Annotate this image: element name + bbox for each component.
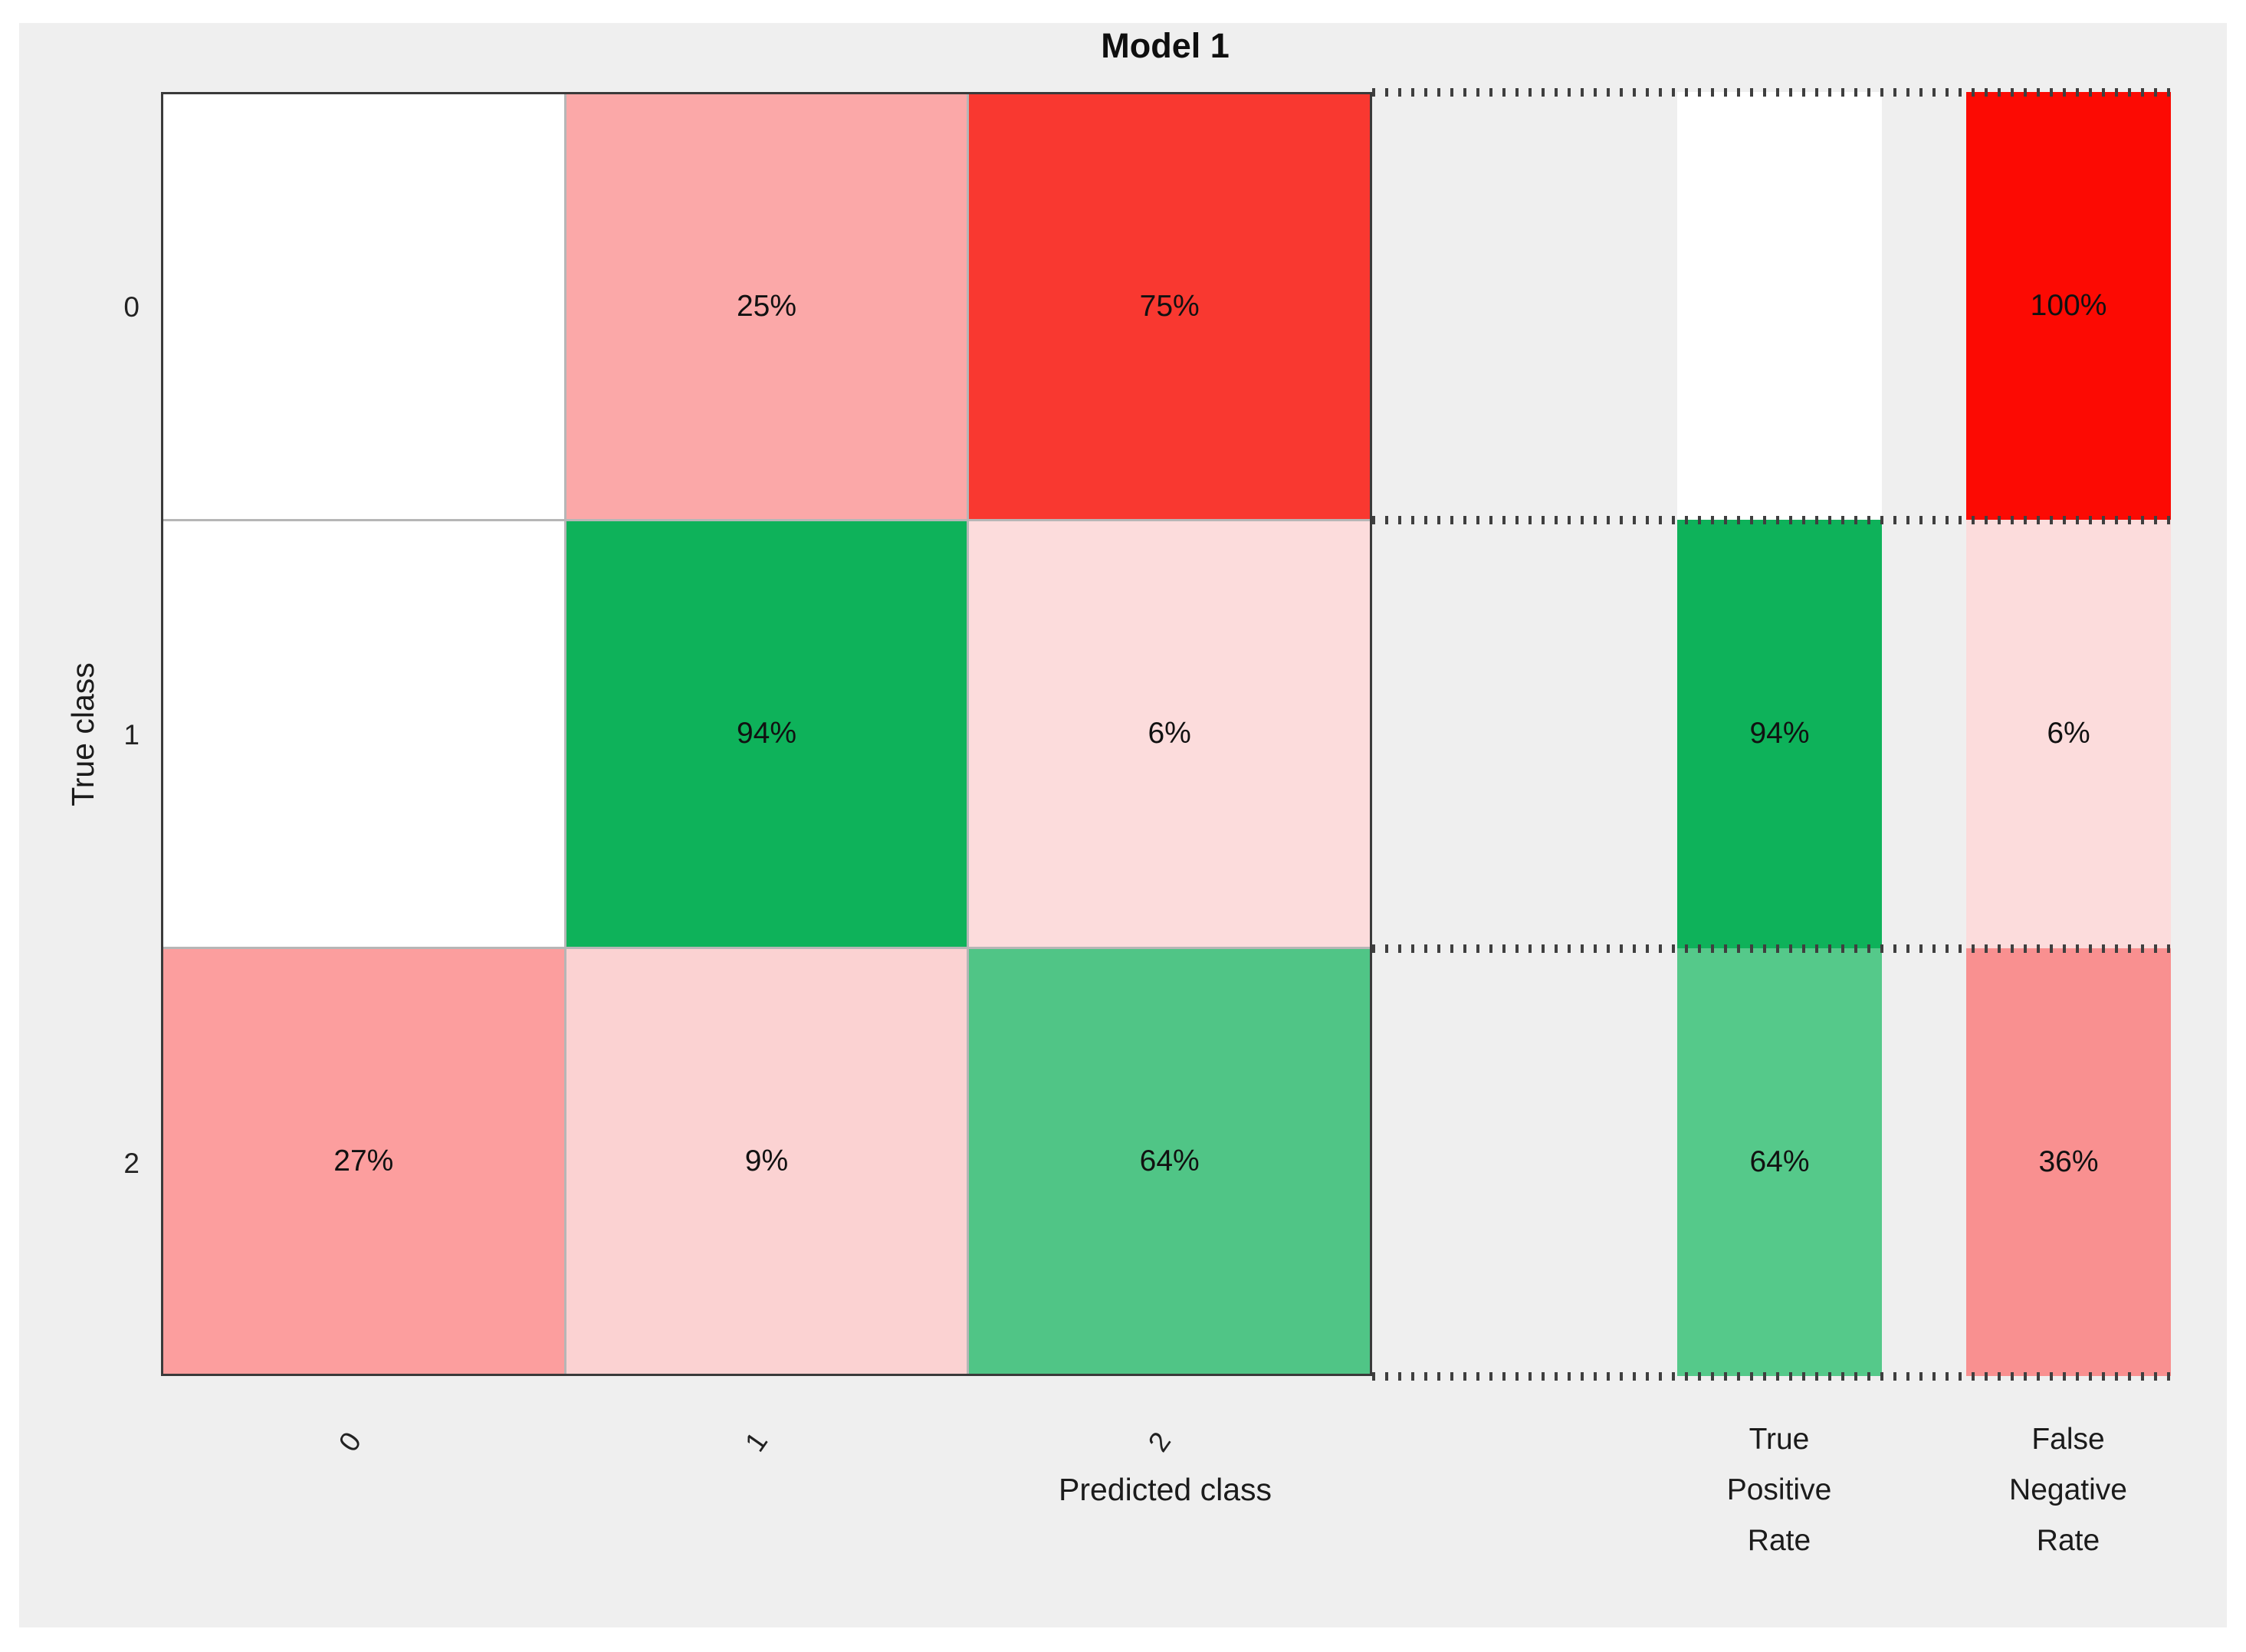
tpr-cell-r1: 94% [1677, 520, 1882, 948]
fnr-label-line-2: Negative [2009, 1473, 2127, 1506]
matrix-cell-r1c2: 6% [969, 521, 1370, 947]
row-boundary-dotted-line-bottom [1372, 1372, 2173, 1381]
true-positive-rate-label: True Positive Rate [1588, 1414, 1971, 1566]
fnr-cell-r1: 6% [1966, 520, 2171, 948]
matrix-cell-r1c0 [163, 521, 564, 947]
x-axis-label: Predicted class [1058, 1472, 1272, 1507]
matrix-cell-r2c1: 9% [566, 948, 967, 1374]
row-boundary-dotted-line-2 [1372, 944, 2173, 953]
matrix-cell-r0c2: 75% [969, 94, 1370, 520]
fnr-cell-r2: 36% [1966, 948, 2171, 1376]
tpr-label-line-2: Positive [1726, 1473, 1832, 1506]
false-negative-rate-column: 100% 6% 36% [1966, 92, 2171, 1376]
matrix-cell-r2c2: 64% [969, 948, 1370, 1374]
row-boundary-dotted-line-top [1372, 88, 2173, 97]
matrix-cell-r2c0: 27% [163, 948, 564, 1374]
y-tick-label-0: 0 [123, 291, 140, 323]
matrix-cell-r1c1: 94% [566, 521, 967, 947]
tpr-cell-r2: 64% [1677, 948, 1882, 1376]
tpr-label-line-3: Rate [1747, 1524, 1811, 1557]
matrix-cell-r0c1: 25% [566, 94, 967, 520]
fnr-label-line-3: Rate [2036, 1524, 2100, 1557]
confusion-matrix: 25% 75% 94% 6% 27% 9% 64% [161, 92, 1372, 1376]
fnr-cell-r0: 100% [1966, 92, 2171, 521]
y-tick-label-1: 1 [123, 719, 140, 750]
true-positive-rate-column: 94% 64% [1677, 92, 1882, 1376]
false-negative-rate-label: False Negative Rate [1877, 1414, 2246, 1566]
matrix-cell-r0c0 [163, 94, 564, 520]
fnr-label-line-1: False [2031, 1423, 2105, 1456]
chart-title: Model 1 [1101, 26, 1230, 65]
y-tick-label-2: 2 [123, 1148, 140, 1179]
tpr-label-line-1: True [1749, 1423, 1810, 1456]
tpr-cell-r0 [1677, 92, 1882, 521]
row-boundary-dotted-line-1 [1372, 516, 2173, 524]
